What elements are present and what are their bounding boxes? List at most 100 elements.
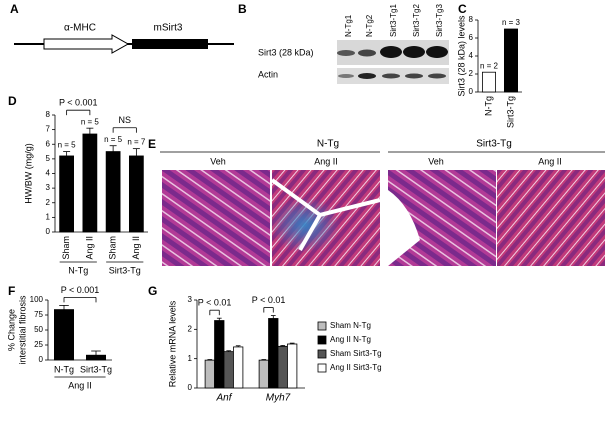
y-axis-label: interstitial fibrosis bbox=[17, 295, 27, 365]
band bbox=[337, 50, 355, 56]
bar bbox=[59, 155, 75, 233]
y-axis-label: Relative mRNA levels bbox=[167, 300, 177, 387]
bar bbox=[105, 151, 121, 233]
group-label: Ang II bbox=[68, 380, 92, 390]
promoter-label: α-MHC bbox=[64, 23, 96, 34]
annotation: P < 0.001 bbox=[59, 98, 98, 108]
bar-label: n = 2 bbox=[480, 61, 499, 70]
band bbox=[338, 74, 354, 78]
y-tick-label: 2 bbox=[188, 324, 193, 333]
y-tick-label: 5 bbox=[46, 154, 51, 163]
bar bbox=[86, 354, 107, 361]
y-tick-label: 8 bbox=[46, 110, 51, 119]
construct: α-MHC mSirt3 bbox=[14, 23, 234, 54]
y-tick-label: 2 bbox=[469, 69, 474, 78]
tissue-crack bbox=[270, 178, 381, 251]
bar bbox=[481, 71, 496, 93]
y-tick-label: 4 bbox=[46, 169, 51, 178]
x-tick-label: Sirt3-Tg bbox=[80, 364, 112, 374]
y-axis-label: Sirt3 (28 kDa) levels bbox=[456, 15, 466, 97]
y-tick-label: 0 bbox=[469, 87, 474, 96]
y-tick-label: 3 bbox=[188, 295, 193, 304]
y-tick-label: 50 bbox=[34, 325, 43, 334]
x-tick-label: Ang II bbox=[84, 236, 94, 260]
bar bbox=[214, 320, 225, 389]
bar bbox=[128, 155, 144, 233]
x-tick-label: N-Tg bbox=[483, 96, 493, 116]
x-tick-label: Sham bbox=[108, 236, 118, 260]
bar bbox=[277, 345, 288, 389]
y-tick-label: 0 bbox=[46, 227, 51, 236]
lane-label: Sirt3-Tg3 bbox=[435, 4, 444, 37]
treatment-label: Veh bbox=[210, 156, 226, 166]
bar bbox=[82, 133, 98, 233]
western-blot: Sirt3 (28 kDa) Actin N-Tg1 N-Tg2 Sirt3-T… bbox=[258, 4, 449, 84]
legend-swatch bbox=[317, 363, 327, 373]
y-tick-label: 1 bbox=[188, 354, 193, 363]
panel-label: A bbox=[10, 2, 19, 16]
bar bbox=[258, 359, 269, 389]
fibrosis-stain bbox=[270, 197, 340, 253]
lane-label: Sirt3-Tg2 bbox=[412, 4, 421, 37]
legend-swatch bbox=[317, 349, 327, 359]
lane-label: Sirt3-Tg1 bbox=[389, 4, 398, 37]
bar bbox=[204, 359, 215, 389]
treatment-label: Veh bbox=[428, 156, 444, 166]
bar-label: n = 5 bbox=[104, 135, 123, 144]
band bbox=[405, 73, 423, 79]
bar-label: n = 5 bbox=[58, 141, 77, 150]
bar-label: n = 3 bbox=[502, 18, 521, 27]
legend-label: Sham N-Tg bbox=[330, 321, 371, 330]
legend-label: Ang II N-Tg bbox=[330, 335, 371, 344]
legend-label: Ang II Sirt3-Tg bbox=[330, 363, 382, 372]
y-tick-label: 8 bbox=[469, 15, 474, 24]
lane-label: N-Tg2 bbox=[365, 14, 374, 37]
legend-swatch bbox=[317, 335, 327, 345]
band bbox=[403, 46, 425, 58]
panel-label: F bbox=[8, 284, 15, 298]
y-tick-label: 100 bbox=[30, 295, 44, 304]
y-axis-label: % Change bbox=[6, 309, 16, 351]
micrograph bbox=[162, 170, 270, 266]
treatment-label: Ang II bbox=[314, 156, 338, 166]
histology: N-Tg Sirt3-Tg Veh Ang II Veh Ang II bbox=[160, 139, 605, 266]
annotation: P < 0.01 bbox=[198, 298, 232, 308]
bar bbox=[233, 346, 244, 389]
band bbox=[382, 73, 400, 79]
y-tick-label: 25 bbox=[34, 340, 43, 349]
y-axis-label: HW/BW (mg/g) bbox=[23, 143, 33, 204]
bar bbox=[287, 343, 298, 389]
bar-label: n = 7 bbox=[127, 138, 146, 147]
band bbox=[358, 73, 376, 79]
annotation: P < 0.001 bbox=[61, 285, 100, 295]
band bbox=[380, 46, 402, 58]
y-tick-label: 3 bbox=[46, 183, 51, 192]
legend-swatch bbox=[317, 321, 327, 331]
y-tick-label: 2 bbox=[46, 198, 51, 207]
x-tick-label: Anf bbox=[215, 393, 232, 404]
bar bbox=[503, 28, 518, 93]
panel-labels: A B C D E F G bbox=[8, 2, 467, 298]
x-tick-label: Ang II bbox=[131, 236, 141, 260]
y-tick-label: 0 bbox=[188, 383, 193, 392]
panel-label: E bbox=[148, 137, 156, 151]
band bbox=[426, 46, 448, 58]
band bbox=[428, 73, 446, 79]
gene-label: mSirt3 bbox=[154, 23, 183, 34]
panel-label: C bbox=[458, 2, 467, 16]
band bbox=[358, 49, 376, 57]
bar bbox=[223, 351, 234, 389]
y-tick-label: 6 bbox=[469, 33, 474, 42]
micrograph bbox=[497, 170, 605, 266]
x-tick-label: Sham bbox=[61, 236, 71, 260]
group-label: Sirt3-Tg bbox=[109, 265, 141, 275]
x-tick-label: N-Tg bbox=[54, 364, 74, 374]
promoter-arrow bbox=[43, 34, 130, 54]
y-tick-label: 75 bbox=[34, 310, 43, 319]
lane-label: N-Tg1 bbox=[344, 14, 353, 37]
band-label: Sirt3 (28 kDa) bbox=[258, 47, 314, 57]
panel-label: B bbox=[238, 2, 247, 16]
bar bbox=[54, 309, 75, 361]
panel-label: G bbox=[148, 284, 157, 298]
